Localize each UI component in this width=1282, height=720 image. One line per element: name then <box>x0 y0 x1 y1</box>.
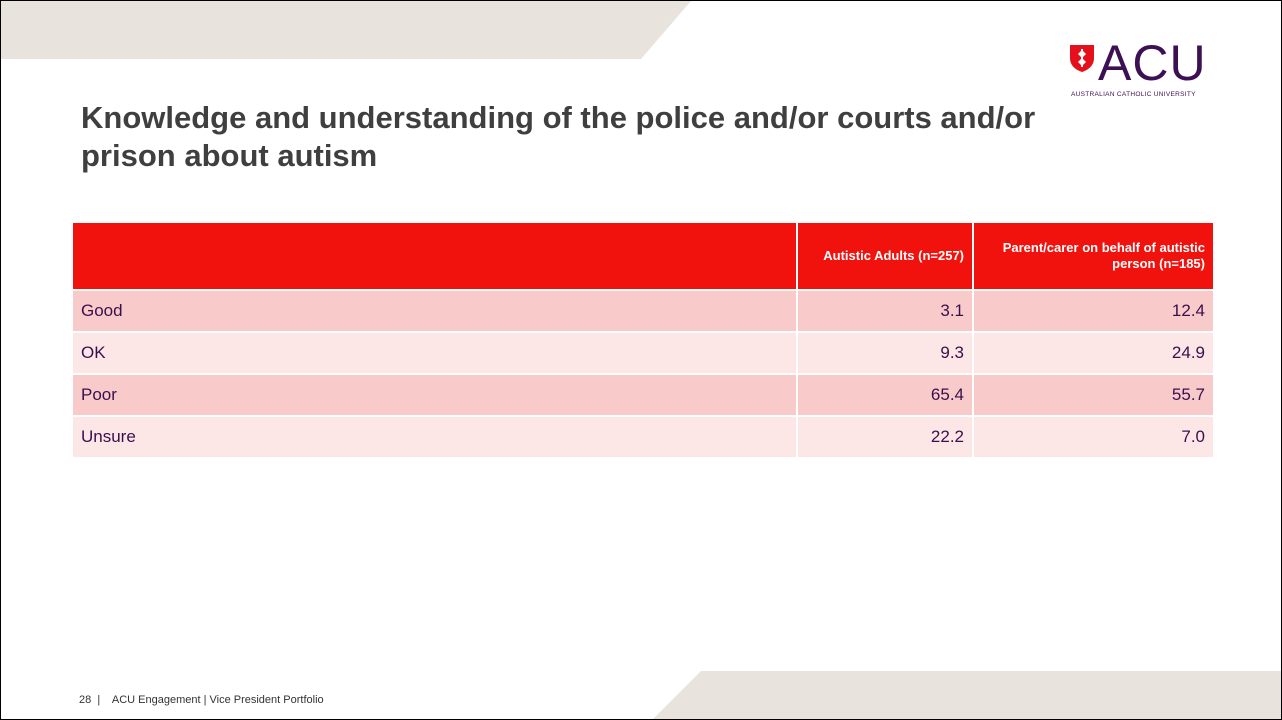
footer-separator: | <box>94 694 110 706</box>
header-parent-carer: Parent/carer on behalf of autistic perso… <box>973 223 1213 290</box>
cell-parent-carer: 55.7 <box>973 373 1213 416</box>
table-row: Unsure 22.2 7.0 <box>73 415 1213 457</box>
bottom-decorative-band <box>653 671 1281 719</box>
page-number: 28 <box>79 694 92 706</box>
results-table: Autistic Adults (n=257) Parent/carer on … <box>73 223 1213 457</box>
top-decorative-band <box>1 1 691 59</box>
table-row: OK 9.3 24.9 <box>73 331 1213 374</box>
table-row: Good 3.1 12.4 <box>73 289 1213 332</box>
cell-autistic-adults: 3.1 <box>797 289 974 332</box>
header-label-column <box>73 223 798 290</box>
slide-footer: 28 | ACU Engagement | Vice President Por… <box>79 694 324 706</box>
row-label: OK <box>73 331 798 374</box>
slide-title: Knowledge and understanding of the polic… <box>81 100 1036 173</box>
row-label: Poor <box>73 373 798 416</box>
acu-shield-icon <box>1070 45 1094 72</box>
table-header-row: Autistic Adults (n=257) Parent/carer on … <box>73 223 1213 290</box>
table-row: Poor 65.4 55.7 <box>73 373 1213 416</box>
footer-text: ACU Engagement | Vice President Portfoli… <box>111 694 324 706</box>
cell-parent-carer: 12.4 <box>973 289 1213 332</box>
logo-wordmark: ACU <box>1098 35 1207 91</box>
cell-parent-carer: 7.0 <box>973 415 1213 457</box>
row-label: Unsure <box>73 415 798 457</box>
logo-subtitle: AUSTRALIAN CATHOLIC UNIVERSITY <box>1071 91 1196 98</box>
cell-parent-carer: 24.9 <box>973 331 1213 374</box>
cell-autistic-adults: 9.3 <box>797 331 974 374</box>
cell-autistic-adults: 22.2 <box>797 415 974 457</box>
cell-autistic-adults: 65.4 <box>797 373 974 416</box>
header-autistic-adults: Autistic Adults (n=257) <box>797 223 974 290</box>
row-label: Good <box>73 289 798 332</box>
